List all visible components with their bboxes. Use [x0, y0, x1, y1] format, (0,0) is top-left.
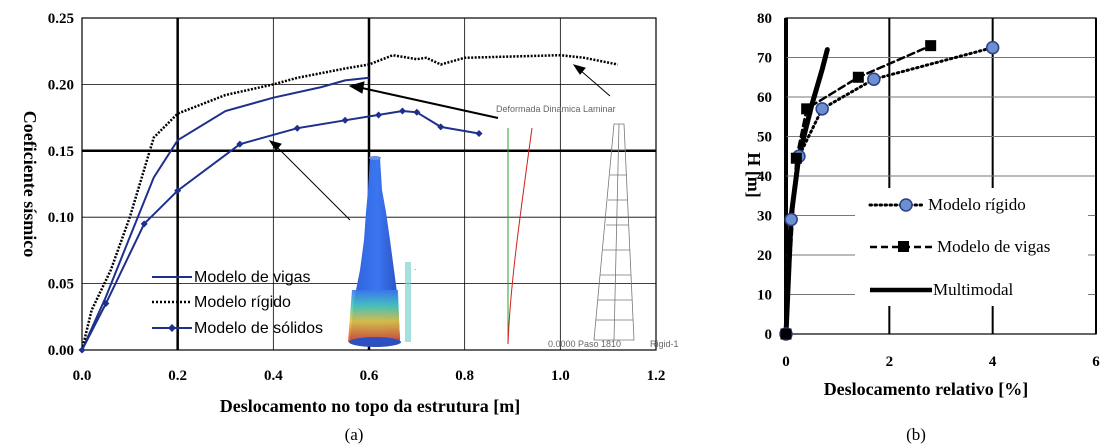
chart-b-ytick-label: 20 [757, 248, 772, 264]
chart-b-point-marker [801, 103, 813, 115]
legend-marker-b-vigas [898, 241, 909, 252]
fem-tower-image: . [348, 156, 416, 347]
chart-b-point-marker [815, 102, 829, 116]
legend-label-b-rigido: Modelo rígido [928, 195, 1026, 214]
chart-a-legend: Modelo de vigas Modelo rígido Modelo de … [152, 269, 323, 337]
chart-a-ytick-label: 0.00 [48, 343, 74, 359]
chart-b-xtick-label: 2 [886, 354, 894, 370]
chart-a-ytick-label: 0.20 [48, 77, 74, 93]
svg-text:.: . [414, 263, 416, 272]
chart-a-ytick-label: 0.05 [48, 277, 74, 293]
chart-b-point-marker [867, 72, 881, 86]
chart-a-xtick-label: 0.6 [360, 368, 379, 384]
chart-a-xtick-label: 0.2 [168, 368, 187, 384]
chart-a-ylabel: Coeficiente sísmico [20, 111, 40, 257]
legend-marker-solidos [168, 324, 176, 332]
deformed-shape-plot [507, 127, 533, 345]
chart-a-point-marker [341, 116, 349, 124]
chart-a-plot-frame [81, 17, 657, 351]
chart-a-series-line [81, 76, 370, 351]
chart-a-ytick-label: 0.10 [48, 210, 74, 226]
legend-marker-b-rigido [899, 198, 913, 212]
chart-b-series [779, 40, 1000, 341]
chart-b-point-marker [780, 328, 792, 340]
chart-a-ytick-label: 0.15 [48, 144, 74, 160]
legend-label-b-vigas: Modelo de vigas [937, 237, 1050, 256]
chart-a-point-marker [293, 124, 301, 132]
arrow-to-vigas-head [348, 81, 365, 94]
chart-a-series-line [81, 109, 480, 351]
chart-b-point-marker [790, 152, 802, 164]
chart-b-plot-frame [785, 17, 1097, 335]
chart-b-ytick-label: 0 [765, 327, 773, 343]
wireframe-tower [593, 123, 635, 341]
chart-a-point-marker [413, 108, 421, 116]
chart-a-xtick-label: 0.8 [455, 368, 474, 384]
legend-label-b-multimodal: Multimodal [933, 280, 1014, 299]
chart-b-xtick-label: 0 [782, 354, 790, 370]
inset-footer-left: 0.0000 Paso 1810 [548, 339, 621, 349]
chart-a-point-marker [140, 220, 148, 228]
chart-b-point-marker [852, 71, 864, 83]
chart-b-series-line [783, 47, 830, 337]
chart-b-ytick-label: 40 [757, 169, 772, 185]
chart-a-point-marker [375, 111, 383, 119]
chart-a-point-marker [236, 140, 244, 148]
chart-a-point-marker [174, 187, 182, 195]
chart-b-xtick-label: 4 [989, 354, 997, 370]
arrow-to-solidos-head [268, 140, 282, 151]
chart-a-point-marker [475, 130, 483, 138]
chart-a-point-marker [102, 300, 110, 308]
legend-label-solidos: Modelo de sólidos [194, 320, 323, 337]
annotation-arrows [268, 64, 611, 221]
inset-footer-right: Rigid-1 [650, 339, 679, 349]
chart-b-xtick-label: 6 [1092, 354, 1100, 370]
chart-a-series-line [80, 53, 618, 351]
arrow-to-vigas [361, 87, 499, 119]
chart-b-legend: Modelo rígido Modelo de vigas Multimodal [855, 188, 1088, 306]
chart-b-ytick-label: 50 [757, 130, 772, 146]
chart-a-xtick-label: 0.0 [73, 368, 92, 384]
chart-a-caption: (a) [345, 425, 364, 444]
chart-b-point-marker [985, 40, 1000, 55]
arrow-to-solidos [277, 147, 351, 221]
chart-b-ytick-label: 30 [757, 209, 772, 225]
chart-a: 0.0 0.2 0.4 0.6 0.8 1.0 1.2 0.00 0.05 0.10 0.15 0.2… [20, 11, 679, 444]
chart-b-xlabel: Deslocamento relativo [%] [824, 379, 1029, 399]
chart-b-ytick-label: 60 [757, 90, 772, 106]
arrow-to-rigido-head [572, 64, 586, 75]
chart-a-series [78, 53, 618, 354]
chart-b-ytick-label: 80 [757, 11, 772, 27]
chart-a-point-marker [437, 123, 445, 131]
chart-b-caption: (b) [906, 425, 926, 444]
legend-label-rigido: Modelo rígido [194, 294, 291, 311]
inset-fem-illustration: . Deformada Dinamica Laminar 0. [348, 104, 679, 349]
chart-a-xtick-label: 1.2 [647, 368, 666, 384]
chart-a-xtick-label: 1.0 [551, 368, 570, 384]
chart-a-tick-labels: 0.0 0.2 0.4 0.6 0.8 1.0 1.2 0.00 0.05 0.10 0.15 0.2… [48, 11, 666, 384]
inset-title: Deformada Dinamica Laminar [496, 104, 616, 114]
legend-label-vigas: Modelo de vigas [194, 269, 311, 286]
chart-a-ytick-label: 0.25 [48, 11, 74, 27]
chart-a-xtick-label: 0.4 [264, 368, 283, 384]
chart-b-ylabel: H [m] [744, 152, 764, 197]
chart-b-ytick-label: 70 [757, 51, 772, 67]
chart-a-xlabel: Deslocamento no topo da estrutura [m] [220, 396, 520, 416]
chart-b-point-marker [784, 212, 798, 227]
chart-b-point-marker [925, 40, 937, 52]
arrow-to-rigido [579, 69, 611, 97]
chart-a-point-marker [78, 346, 86, 354]
chart-a-point-marker [398, 107, 406, 115]
chart-b-ytick-label: 10 [757, 288, 772, 304]
